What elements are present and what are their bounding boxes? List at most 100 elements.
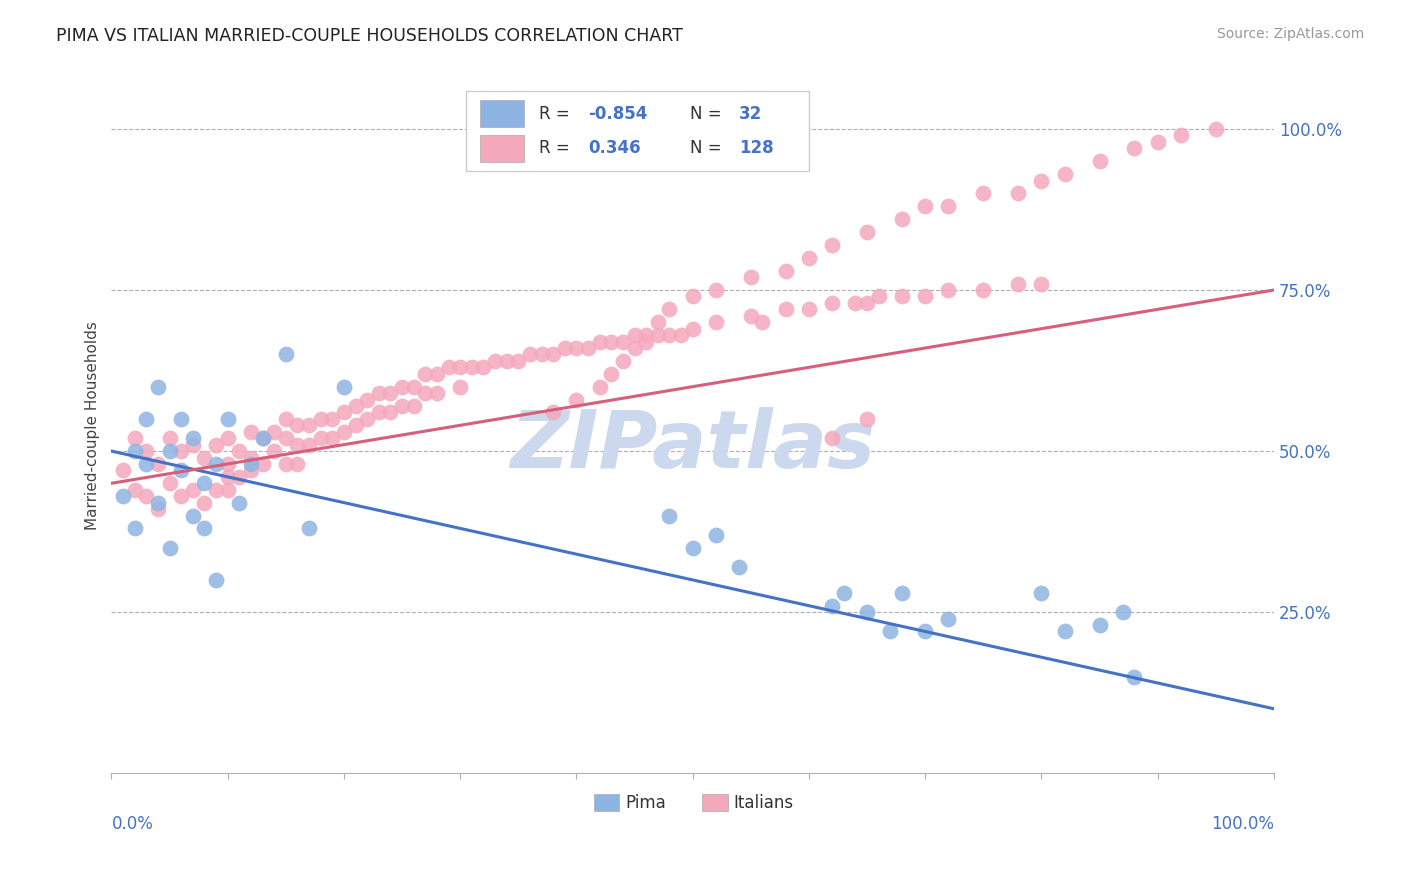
Point (333, 405, 356, 419)
Point (263, 444, 285, 458)
Point (682, 321, 704, 335)
Point (239, 457, 262, 471)
Point (658, 508, 681, 523)
Point (890, 586, 912, 600)
Point (217, 470, 239, 484)
Point (193, 476, 215, 491)
Point (205, 437, 228, 451)
Point (287, 457, 309, 471)
Point (274, 347, 297, 361)
Point (495, 354, 517, 368)
Text: 0.346: 0.346 (588, 139, 641, 157)
Point (205, 573, 228, 587)
Point (239, 425, 262, 439)
Text: R =: R = (540, 139, 575, 157)
Point (274, 412, 297, 426)
Point (217, 412, 239, 426)
Point (159, 444, 181, 458)
Point (868, 289, 890, 303)
Point (228, 495, 250, 509)
Point (1053, 624, 1076, 639)
Point (600, 334, 623, 349)
Point (146, 379, 169, 393)
Point (775, 302, 797, 317)
Point (146, 502, 169, 516)
Point (426, 386, 449, 401)
Point (217, 483, 239, 497)
Point (1031, 586, 1053, 600)
Point (1007, 186, 1029, 201)
Point (1205, 122, 1227, 136)
Point (181, 508, 204, 523)
Point (856, 412, 879, 426)
Point (740, 270, 762, 285)
Point (239, 450, 262, 465)
Text: 100.0%: 100.0% (1211, 815, 1274, 833)
Point (775, 263, 797, 277)
Point (856, 605, 879, 619)
Point (333, 379, 356, 393)
Point (658, 302, 681, 317)
Point (205, 457, 228, 471)
Point (484, 354, 506, 368)
Point (1031, 277, 1053, 291)
Point (380, 405, 402, 419)
Point (879, 624, 901, 639)
Point (541, 347, 564, 361)
Point (728, 560, 751, 574)
Point (821, 238, 844, 252)
Point (821, 431, 844, 445)
Text: N =: N = (690, 139, 727, 157)
Y-axis label: Married-couple Households: Married-couple Households (86, 321, 100, 530)
Point (565, 341, 588, 355)
Point (669, 328, 692, 343)
Point (146, 495, 169, 509)
Point (217, 457, 239, 471)
Point (647, 315, 669, 329)
Point (821, 599, 844, 613)
Point (298, 521, 321, 535)
Point (972, 283, 994, 297)
Point (344, 399, 367, 413)
Point (1007, 277, 1029, 291)
Point (508, 354, 530, 368)
Bar (479, 136, 524, 161)
Point (647, 328, 669, 343)
Bar (593, 794, 620, 812)
Text: 0.0%: 0.0% (111, 815, 153, 833)
Point (181, 483, 204, 497)
Text: Pima: Pima (626, 794, 666, 812)
Point (740, 309, 762, 323)
Point (938, 611, 960, 625)
Point (856, 225, 879, 239)
Point (623, 328, 645, 343)
Point (554, 341, 576, 355)
Text: PIMA VS ITALIAN MARRIED-COUPLE HOUSEHOLDS CORRELATION CHART: PIMA VS ITALIAN MARRIED-COUPLE HOUSEHOLD… (56, 27, 683, 45)
Point (124, 444, 146, 458)
Point (1112, 605, 1135, 619)
Point (263, 425, 285, 439)
Point (821, 296, 844, 310)
Point (844, 296, 866, 310)
Text: R =: R = (540, 104, 575, 122)
Text: -0.854: -0.854 (588, 104, 647, 122)
Point (356, 412, 378, 426)
Point (636, 334, 658, 349)
Point (461, 360, 484, 375)
Point (1123, 141, 1146, 155)
Point (274, 457, 297, 471)
Bar (465, 91, 808, 171)
Point (309, 431, 332, 445)
Point (832, 586, 855, 600)
Text: ZIPatlas: ZIPatlas (510, 407, 875, 485)
Point (159, 541, 181, 555)
Point (170, 444, 193, 458)
Point (146, 457, 169, 471)
Point (309, 412, 332, 426)
Point (159, 476, 181, 491)
Point (704, 315, 727, 329)
Point (135, 489, 157, 503)
Bar (479, 101, 524, 127)
Point (135, 457, 157, 471)
Bar (702, 794, 727, 812)
